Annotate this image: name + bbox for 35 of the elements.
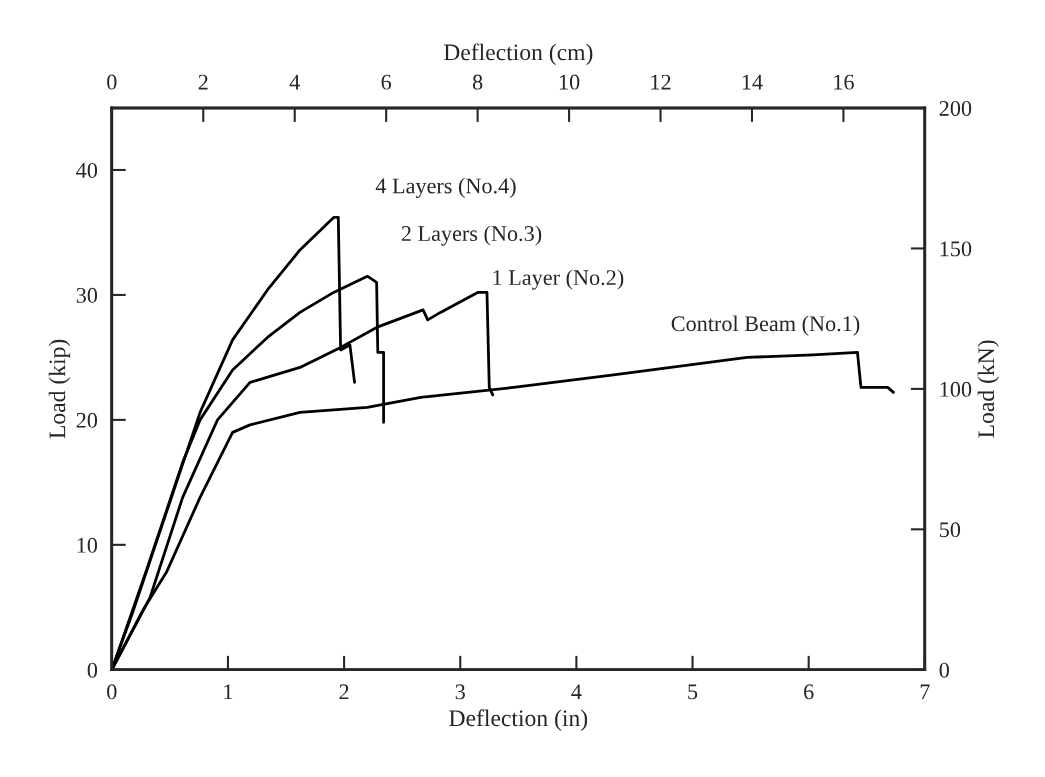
x2-tick-label: 10 [559,74,580,90]
x2-tick-label: 12 [651,74,671,90]
x-tick-label: 0 [107,684,117,700]
x2-tick-label: 8 [472,74,483,90]
y-tick-label: 10 [77,537,98,553]
text: 2 Layers (No.3) [401,225,542,246]
series-label: Control Beam (No.1) [671,315,860,336]
x2-tick-label: 4 [289,74,300,90]
y-axis-title: Load (kip) [48,339,71,439]
x-tick-label: 3 [455,684,465,700]
x-tick-label: 5 [688,684,698,700]
y2-tick-label: 0 [939,662,949,678]
y2-axis-title: Load (kN) [977,340,1000,438]
y-tick-label: 30 [76,287,98,303]
x2-axis-title: Deflection (cm) [443,43,593,66]
y-tick-label: 40 [76,162,98,178]
series-label: 4 Layers (No.4) [375,177,516,199]
y2-tick-label: 100 [940,381,972,397]
x-tick-label: 6 [804,684,814,700]
x2-tick-label: 14 [742,74,763,90]
x-tick-label: 1 [224,684,233,700]
x-tick-label: 2 [339,684,349,700]
x2-tick-label: 2 [198,74,208,90]
x2-tick-label: 0 [107,74,117,90]
y2-tick-label: 50 [940,522,961,538]
series-label: 1 Layer (No.2) [493,269,624,290]
x-tick-label: 4 [571,684,582,700]
x-axis-title: Deflection (in) [449,709,588,732]
y2-tick-label: 150 [940,241,972,257]
y2-tick-label: 200 [939,100,972,116]
y-tick-label: 20 [76,412,98,428]
x-tick-label: 7 [920,684,930,700]
x2-tick-label: 6 [381,74,392,90]
y-tick-label: 0 [87,662,98,678]
x2-tick-label: 16 [834,74,854,90]
